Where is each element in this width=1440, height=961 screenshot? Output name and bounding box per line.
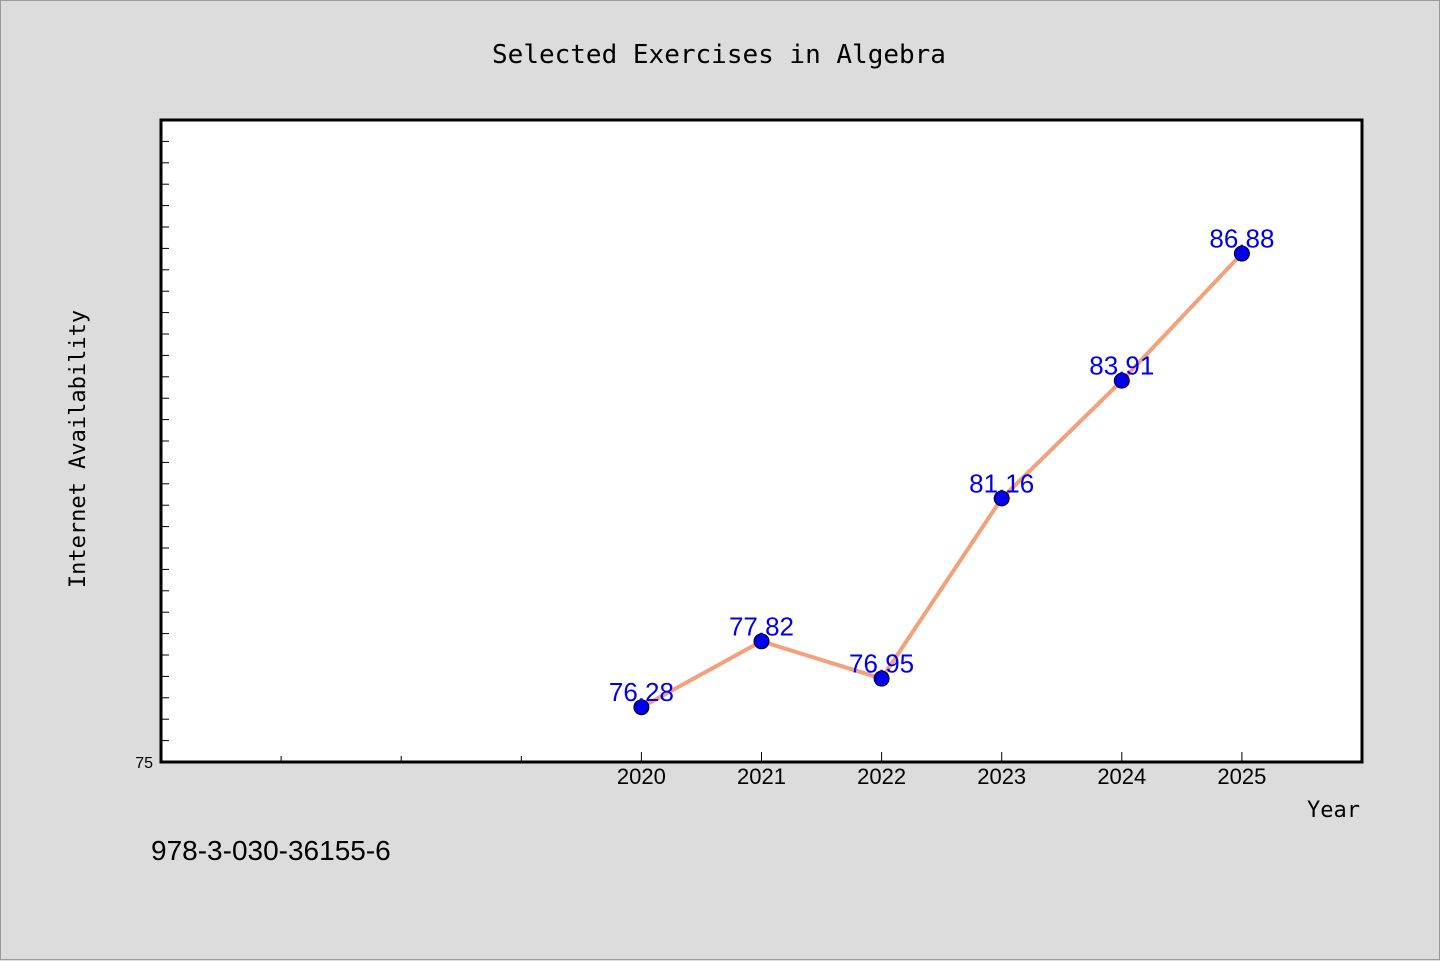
x-axis-ticks: [280, 752, 1243, 762]
series-data-labels: 76.28 77.82 76.95 81.16 83.91 86.88: [609, 224, 1275, 708]
y-axis-tick-labels: 75: [135, 755, 153, 772]
x-axis-label: Year: [1307, 798, 1360, 823]
y-tick-label-0: 75: [135, 755, 153, 772]
x-tick-label-2021: 2021: [737, 764, 786, 789]
data-label-2022: 76.95: [849, 649, 914, 679]
data-label-2020: 76.28: [609, 677, 674, 707]
series-line-0: [640, 252, 1244, 709]
series-lines: [640, 252, 1244, 709]
plot-area: [159, 118, 1364, 764]
data-label-2023: 81.16: [969, 468, 1034, 498]
data-point-2023: [993, 490, 1010, 507]
data-point-2022: [873, 670, 890, 687]
y-axis-label: Internet Availability: [66, 310, 91, 588]
data-label-2025: 86.88: [1209, 224, 1274, 254]
x-tick-label-2022: 2022: [857, 764, 906, 789]
data-label-2021: 77.82: [729, 611, 794, 641]
isbn-footer: 978-3-030-36155-6: [151, 835, 391, 866]
x-axis-tick-labels: 2020 2021 2022 2023 2024 2025: [617, 764, 1266, 789]
data-label-2024: 83.91: [1089, 351, 1154, 381]
data-point-2025: [1233, 245, 1250, 262]
data-point-2020: [633, 699, 650, 716]
x-tick-label-2020: 2020: [617, 764, 666, 789]
data-point-2021: [753, 633, 770, 650]
x-tick-label-2025: 2025: [1217, 764, 1266, 789]
series-points: [633, 245, 1250, 716]
y-axis-ticks: [161, 140, 169, 742]
chart-title: Selected Exercises in Algebra: [492, 40, 946, 70]
data-point-2024: [1113, 372, 1130, 389]
x-tick-label-2023: 2023: [977, 764, 1026, 789]
x-tick-label-2024: 2024: [1097, 764, 1146, 789]
